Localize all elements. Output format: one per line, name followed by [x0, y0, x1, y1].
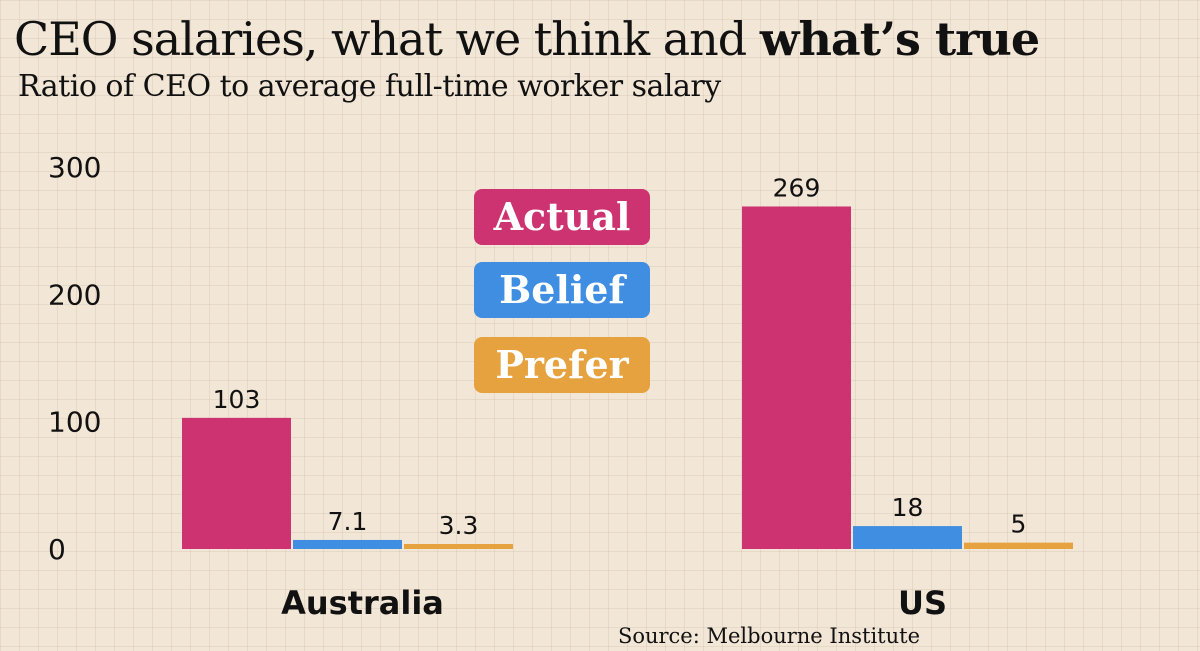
bar-us-belief [853, 526, 962, 549]
source-note: Source: Melbourne Institute [617, 624, 920, 648]
value-label-us-prefer: 5 [1011, 510, 1027, 539]
legend-swatch-belief [474, 262, 650, 318]
legend-swatch-actual [474, 189, 650, 245]
bar-australia-actual [182, 417, 291, 549]
legend-label-actual: Actual [493, 194, 631, 239]
y-tick-label-200: 200 [48, 278, 101, 311]
chart-subtitle: Ratio of CEO to average full-time worker… [18, 69, 721, 104]
category-label-australia: Australia [281, 584, 444, 622]
value-label-australia-actual: 103 [213, 385, 261, 414]
category-label-us: US [898, 584, 947, 622]
chart-title: CEO salaries, what we think and what’s t… [14, 10, 1040, 68]
bar-australia-prefer [404, 544, 513, 549]
value-label-australia-belief: 7.1 [328, 507, 368, 536]
legend-label-belief: Belief [499, 267, 627, 312]
value-label-us-belief: 18 [892, 493, 924, 522]
bar-us-prefer [964, 542, 1073, 549]
bar-us-actual [742, 206, 851, 549]
y-tick-label-300: 300 [48, 151, 101, 184]
value-label-australia-prefer: 3.3 [439, 511, 479, 540]
y-tick-label-100: 100 [48, 406, 101, 439]
y-tick-label-0: 0 [48, 533, 66, 566]
chart-title-plain: CEO salaries, what we think and [14, 12, 760, 66]
legend-swatch-prefer [474, 337, 650, 393]
value-label-us-actual: 269 [773, 173, 821, 202]
chart-title-bold: what’s true [759, 12, 1040, 66]
legend-label-prefer: Prefer [495, 342, 629, 387]
bar-australia-belief [293, 539, 402, 549]
